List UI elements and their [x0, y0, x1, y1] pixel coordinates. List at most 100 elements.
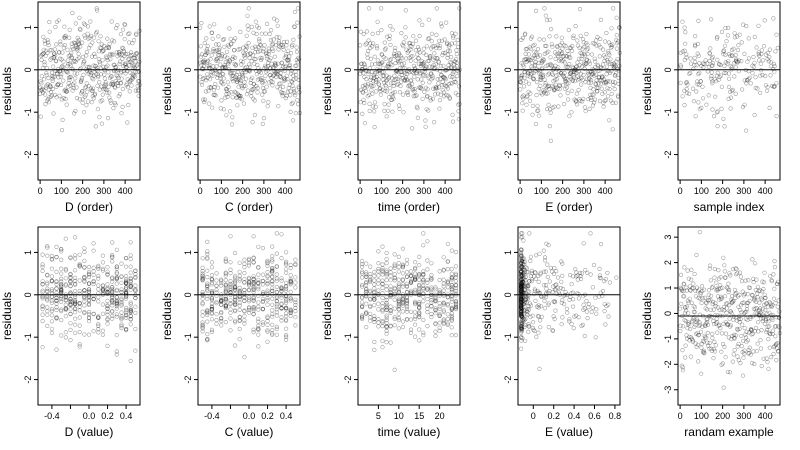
- data-point: [224, 87, 229, 92]
- data-point: [379, 6, 384, 11]
- data-point: [400, 271, 406, 276]
- data-point: [90, 40, 95, 45]
- data-point: [248, 51, 253, 57]
- data-point: [104, 45, 109, 51]
- data-point: [573, 67, 578, 72]
- data-point: [221, 76, 226, 81]
- data-point: [49, 274, 55, 279]
- data-point: [700, 84, 705, 89]
- data-point: [132, 56, 137, 61]
- data-point: [758, 346, 764, 351]
- y-tick-label: -1: [503, 108, 513, 116]
- data-point: [86, 36, 91, 41]
- data-point: [121, 63, 126, 69]
- data-point: [370, 31, 375, 37]
- data-point: [760, 72, 765, 78]
- data-point: [231, 76, 236, 81]
- data-point: [394, 68, 399, 73]
- data-point: [215, 58, 220, 63]
- data-point: [99, 42, 104, 47]
- data-point: [283, 64, 288, 70]
- data-point: [544, 18, 550, 23]
- data-point: [602, 309, 607, 314]
- data-point: [745, 59, 750, 64]
- data-point: [41, 47, 46, 52]
- data-point: [128, 253, 133, 258]
- data-point: [376, 278, 381, 283]
- data-point: [268, 72, 273, 77]
- data-point: [97, 87, 102, 92]
- data-point: [211, 92, 216, 98]
- data-point: [601, 53, 607, 58]
- data-point: [557, 83, 563, 89]
- data-point: [413, 334, 418, 339]
- data-point: [96, 49, 101, 54]
- data-point: [206, 88, 211, 93]
- data-point: [376, 261, 381, 266]
- data-point: [297, 57, 302, 62]
- data-point: [77, 344, 82, 349]
- data-point: [378, 89, 383, 94]
- data-point: [201, 66, 206, 72]
- data-point: [52, 74, 57, 79]
- data-point: [431, 66, 437, 72]
- data-point: [686, 91, 692, 96]
- data-point: [85, 89, 90, 94]
- data-point: [238, 80, 243, 86]
- x-tick-label: 200: [235, 186, 250, 196]
- data-point: [584, 31, 589, 37]
- data-point: [763, 52, 769, 57]
- data-point: [524, 56, 529, 62]
- data-point: [598, 45, 603, 50]
- data-point: [50, 64, 56, 69]
- data-point: [442, 75, 448, 81]
- data-point: [88, 43, 93, 48]
- data-point: [199, 52, 204, 57]
- data-point: [678, 272, 684, 278]
- data-point: [259, 56, 265, 61]
- data-point: [219, 323, 224, 328]
- data-point: [293, 111, 298, 116]
- data-point: [384, 287, 389, 292]
- data-point: [574, 65, 579, 70]
- data-point: [80, 89, 85, 94]
- data-point: [452, 76, 457, 81]
- data-point: [40, 318, 45, 324]
- data-point: [709, 285, 715, 290]
- data-point: [128, 270, 133, 275]
- data-point: [60, 50, 65, 55]
- data-point: [611, 82, 616, 87]
- data-point: [451, 66, 456, 72]
- data-point: [392, 323, 397, 328]
- data-point: [570, 78, 575, 83]
- data-point: [438, 68, 443, 74]
- data-point: [541, 248, 546, 253]
- data-point: [558, 49, 563, 54]
- data-point: [445, 86, 451, 91]
- data-point: [412, 68, 417, 73]
- data-point: [584, 57, 590, 63]
- data-point: [46, 87, 51, 92]
- y-tick-label: -2: [663, 151, 673, 159]
- data-point: [110, 289, 115, 294]
- data-point: [439, 38, 445, 43]
- data-point: [542, 6, 547, 11]
- data-point: [230, 56, 235, 62]
- y-tick-label: -2: [343, 151, 353, 159]
- data-point: [692, 59, 698, 65]
- data-point: [451, 35, 456, 40]
- data-point: [433, 87, 438, 92]
- data-point: [125, 120, 130, 125]
- data-point: [529, 60, 534, 65]
- data-point: [288, 273, 293, 278]
- data-point: [752, 60, 757, 65]
- data-point: [429, 261, 434, 266]
- data-point: [107, 41, 112, 47]
- data-point: [588, 272, 593, 277]
- data-point: [368, 264, 373, 269]
- data-point: [269, 61, 274, 67]
- data-point: [270, 41, 275, 47]
- data-point: [768, 60, 774, 65]
- data-point: [602, 39, 608, 44]
- data-point: [261, 49, 266, 54]
